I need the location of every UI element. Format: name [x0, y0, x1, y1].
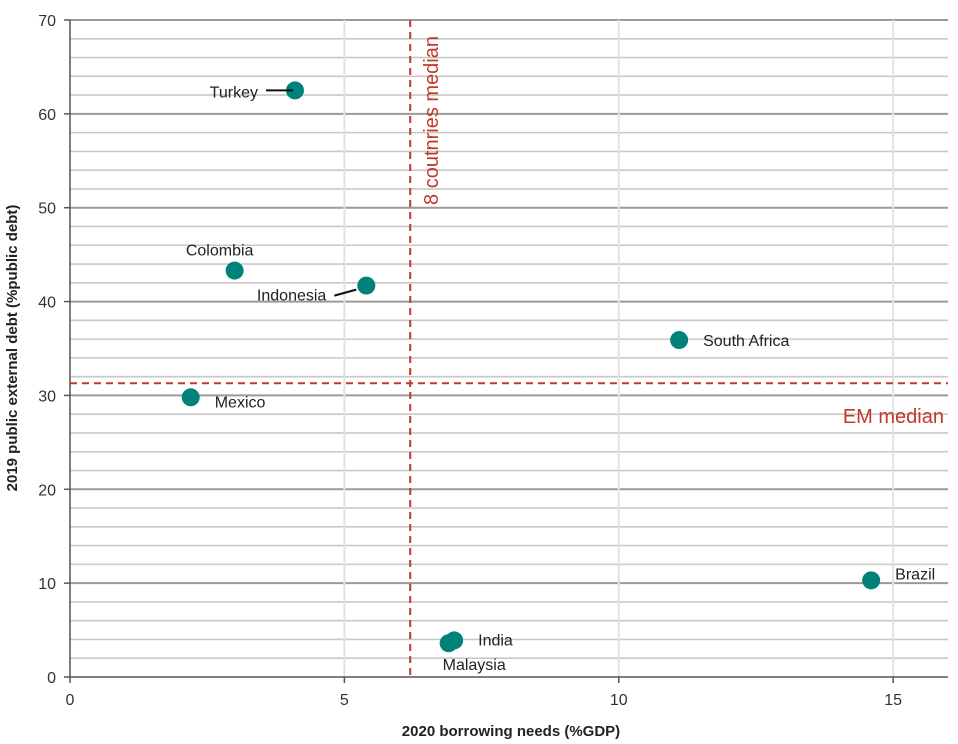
y-tick-label: 0 — [47, 670, 56, 687]
y-tick-label: 20 — [38, 482, 56, 499]
point-label: Indonesia — [257, 288, 326, 305]
point-label: Brazil — [895, 566, 935, 583]
y-tick-label: 40 — [38, 295, 56, 312]
grid — [70, 19, 948, 677]
data-point — [181, 388, 200, 407]
point-label: South Africa — [703, 333, 789, 350]
point-labels: Turkey Colombia Indonesia Mexico South Afric… — [186, 84, 935, 674]
point-label: Colombia — [186, 243, 254, 260]
axes: 0 10 20 30 40 50 60 70 0 5 10 15 — [38, 13, 948, 709]
vertical-median-label: 8 coutnries median — [421, 36, 443, 205]
y-tick-label: 50 — [38, 201, 56, 218]
x-tick-label: 10 — [610, 692, 628, 709]
median-lines: 8 coutnries median EM median — [70, 20, 948, 677]
point-label: Mexico — [215, 394, 266, 411]
point-label: Malaysia — [443, 657, 506, 674]
y-axis-title: 2019 public external debt (%public debt) — [4, 205, 21, 492]
y-tick-label: 10 — [38, 576, 56, 593]
x-tick-label: 5 — [340, 692, 349, 709]
y-tick-label: 70 — [38, 13, 56, 30]
point-label: India — [478, 632, 513, 649]
horizontal-median-label: EM median — [843, 406, 944, 428]
data-point — [439, 634, 458, 653]
point-label: Turkey — [210, 84, 258, 101]
data-points — [181, 81, 881, 653]
data-point — [862, 571, 881, 590]
data-point — [225, 261, 244, 280]
y-tick-label: 30 — [38, 388, 56, 405]
leader-line — [334, 288, 357, 297]
data-point — [670, 331, 689, 350]
data-point — [357, 276, 376, 295]
data-point — [285, 81, 304, 100]
x-tick-label: 15 — [884, 692, 902, 709]
x-tick-label: 0 — [66, 692, 75, 709]
y-tick-label: 60 — [38, 107, 56, 124]
x-axis-title: 2020 borrowing needs (%GDP) — [402, 723, 620, 740]
